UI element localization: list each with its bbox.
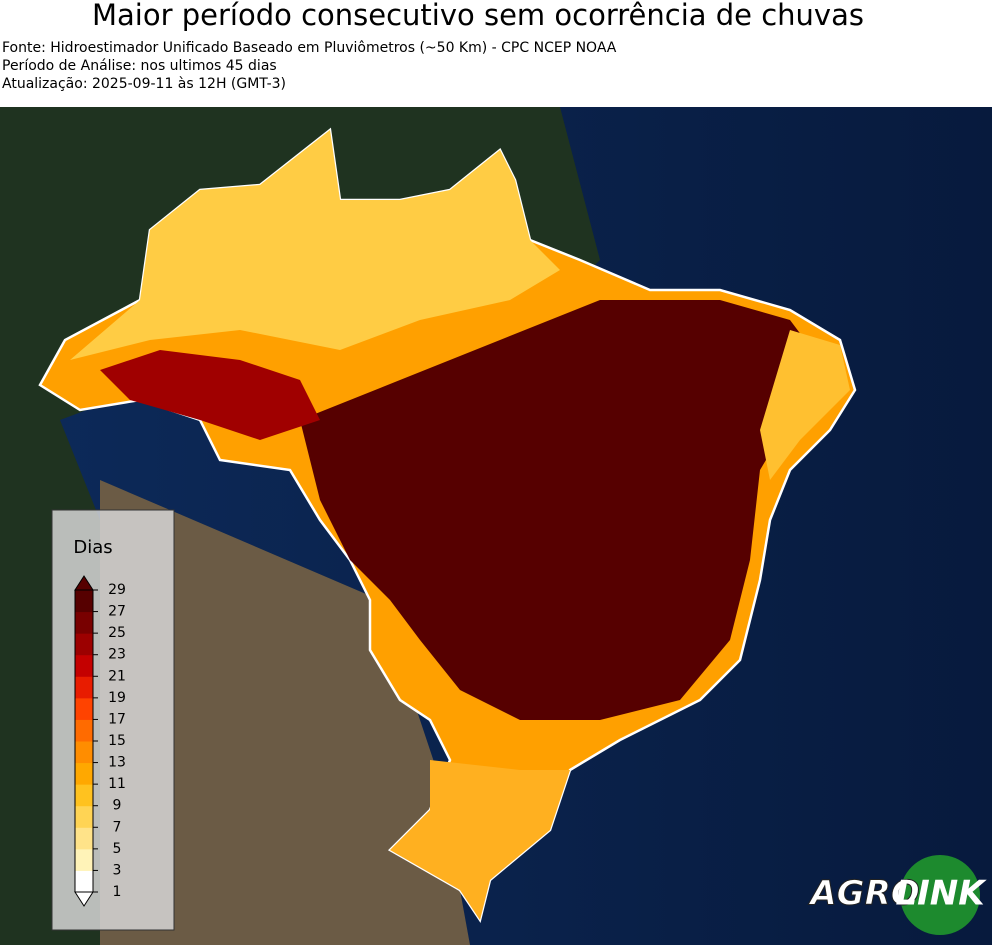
- tick-label: 9: [113, 798, 122, 814]
- source-line: Fonte: Hidroestimador Unificado Baseado …: [2, 40, 617, 56]
- tick-label: 13: [108, 755, 126, 771]
- legend-box: [51, 509, 175, 931]
- tick-label: 17: [108, 711, 126, 727]
- tick-label: 3: [113, 862, 122, 878]
- dry-low-north: [70, 130, 560, 360]
- color-band: [75, 741, 93, 764]
- map: [0, 107, 992, 945]
- tick-label: 11: [108, 776, 126, 792]
- logo-left: AGRO: [807, 874, 919, 914]
- logo-circle: [900, 855, 980, 935]
- logo: AGRO LINK: [807, 855, 987, 935]
- dry-coast: [760, 330, 850, 480]
- dry-high-center: [300, 300, 820, 720]
- tick-label: 25: [108, 625, 126, 641]
- period-line: Período de Análise: nos ultimos 45 dias: [2, 58, 277, 74]
- tick-label: 1: [113, 884, 122, 900]
- update-line: Atualização: 2025-09-11 às 12H (GMT-3): [2, 76, 286, 92]
- color-band: [75, 827, 93, 850]
- color-band: [75, 805, 93, 828]
- color-band: [75, 590, 93, 613]
- land-south: [100, 480, 470, 945]
- logo-right: LINK: [895, 874, 987, 914]
- color-band: [75, 654, 93, 677]
- tick-label: 29: [108, 582, 126, 598]
- color-band: [75, 848, 93, 871]
- dry-west: [100, 350, 320, 440]
- tick-label: 15: [108, 733, 126, 749]
- tick-label: 21: [108, 668, 126, 684]
- color-band: [75, 697, 93, 720]
- color-band: [75, 870, 93, 893]
- tick-label: 7: [113, 819, 122, 835]
- tick-label: 5: [113, 841, 122, 857]
- tick-label: 27: [108, 604, 126, 620]
- color-band: [75, 762, 93, 785]
- legend-title: Dias: [73, 537, 112, 558]
- tick-label: 19: [108, 690, 126, 706]
- color-band: [75, 719, 93, 742]
- title: Maior período consecutivo sem ocorrência…: [92, 0, 864, 32]
- color-band: [75, 676, 93, 699]
- color-band: [75, 611, 93, 634]
- dry-south: [390, 760, 570, 920]
- color-band: [75, 784, 93, 807]
- color-band: [75, 633, 93, 656]
- tick-label: 23: [108, 647, 126, 663]
